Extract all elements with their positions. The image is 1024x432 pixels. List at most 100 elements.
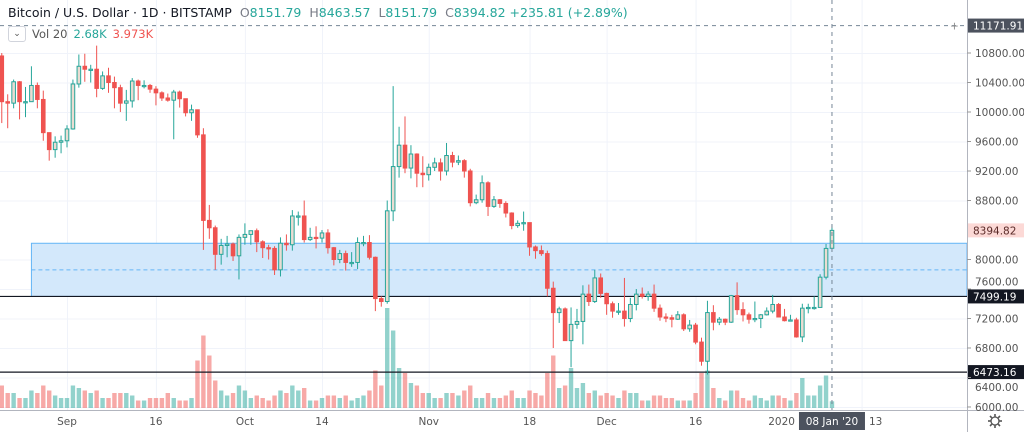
- volume-value: 2.68K: [73, 27, 107, 41]
- time-axis[interactable]: 08 Jan '20 Sep 16 Oct 14 Nov 18 Dec 16 2020 13: [57, 412, 882, 430]
- time-tick-label: Nov: [418, 416, 439, 428]
- volume-bar: [70, 385, 76, 408]
- candle-body: [367, 242, 372, 258]
- volume-bar: [100, 398, 105, 408]
- price-axis[interactable]: 8394.82 7499.19 6473.16 11171.91 +10800.00 10…: [950, 18, 1024, 414]
- candle: [325, 229, 331, 254]
- candle: [811, 296, 817, 310]
- volume-bar: [183, 400, 188, 408]
- candle-body: [503, 202, 509, 214]
- candle: [343, 250, 349, 271]
- candle: [207, 204, 212, 239]
- volume-bar: [35, 393, 40, 408]
- candle-body: [616, 310, 621, 313]
- candle-body: [533, 246, 538, 252]
- volume-bar: [764, 400, 769, 408]
- candle-body: [728, 295, 734, 323]
- volume-label[interactable]: Vol 20: [32, 27, 68, 41]
- candle: [479, 175, 485, 203]
- volume-bar: [296, 390, 301, 408]
- volume-bar: [130, 395, 135, 408]
- volume-bar: [426, 393, 431, 408]
- candle-body: [331, 247, 337, 260]
- candle-body: [195, 109, 200, 136]
- candle-body: [11, 81, 16, 104]
- volume-bar: [622, 390, 627, 408]
- candle: [361, 235, 366, 247]
- candle: [230, 242, 236, 261]
- candle: [645, 291, 651, 301]
- volume-bar: [497, 398, 503, 408]
- candle-body: [592, 277, 598, 303]
- candle: [284, 234, 289, 251]
- candle: [456, 155, 461, 166]
- candle: [509, 212, 515, 230]
- candle-body: [260, 241, 265, 249]
- candle-body: [218, 244, 224, 255]
- candle-body: [485, 182, 491, 207]
- candle-body: [509, 212, 515, 227]
- candle-body: [705, 312, 710, 362]
- candle: [106, 67, 111, 93]
- candle-body: [129, 80, 135, 102]
- candle: [788, 314, 793, 322]
- volume-bar: [0, 385, 4, 408]
- volume-bar: [254, 395, 259, 408]
- volume-bar: [551, 355, 556, 408]
- candle: [23, 86, 28, 118]
- volume-bar: [794, 393, 799, 408]
- time-tick-label: Oct: [236, 416, 254, 428]
- volume-bar: [438, 398, 443, 408]
- candle-body: [390, 166, 396, 212]
- volume-bar: [479, 398, 485, 408]
- volume-bar: [379, 385, 384, 408]
- candle-body: [811, 306, 817, 310]
- time-tick-label: 16: [689, 416, 703, 428]
- candle-body: [94, 68, 99, 89]
- candle-body: [539, 250, 544, 255]
- candle: [396, 126, 402, 178]
- volume-bar: [568, 368, 574, 408]
- candle: [414, 153, 420, 188]
- candle: [782, 308, 787, 322]
- volume-bar: [266, 400, 271, 408]
- candle: [817, 274, 823, 308]
- candle-body: [100, 75, 105, 89]
- candle: [450, 151, 455, 168]
- volume-bar: [823, 375, 829, 408]
- candle: [604, 292, 609, 315]
- volume-legend: ⌄ Vol 20 2.68K 3.973K: [8, 26, 153, 42]
- volume-bar: [414, 385, 420, 408]
- candle: [586, 284, 592, 306]
- candle: [829, 225, 835, 249]
- candle: [651, 284, 657, 312]
- candle: [278, 237, 283, 277]
- volume-bar: [248, 398, 254, 408]
- gear-icon[interactable]: [988, 414, 1002, 428]
- candle-body: [491, 199, 497, 207]
- volume-bar: [598, 395, 603, 408]
- candle: [633, 288, 639, 311]
- candle-body: [29, 84, 34, 103]
- candle: [46, 132, 52, 161]
- volume-bar: [367, 390, 372, 408]
- candle: [556, 306, 562, 323]
- candle-body: [722, 318, 728, 323]
- horizontal-levels[interactable]: [0, 295, 967, 373]
- volume-bar: [29, 390, 34, 408]
- volume-bar: [788, 400, 793, 408]
- candle: [800, 303, 805, 343]
- candle-body: [230, 243, 236, 257]
- candle-body: [681, 314, 687, 330]
- volume-bar: [177, 400, 182, 408]
- volume-bar: [456, 395, 461, 408]
- grid-lines: [0, 0, 967, 410]
- volume-bar: [533, 393, 538, 408]
- chevron-down-icon[interactable]: ⌄: [8, 26, 26, 42]
- candle: [503, 201, 509, 218]
- volume-bar: [218, 390, 224, 408]
- volume-bar: [640, 400, 645, 408]
- candle-body: [746, 314, 752, 320]
- symbol-title[interactable]: Bitcoin / U.S. Dollar · 1D · BITSTAMP: [8, 5, 232, 20]
